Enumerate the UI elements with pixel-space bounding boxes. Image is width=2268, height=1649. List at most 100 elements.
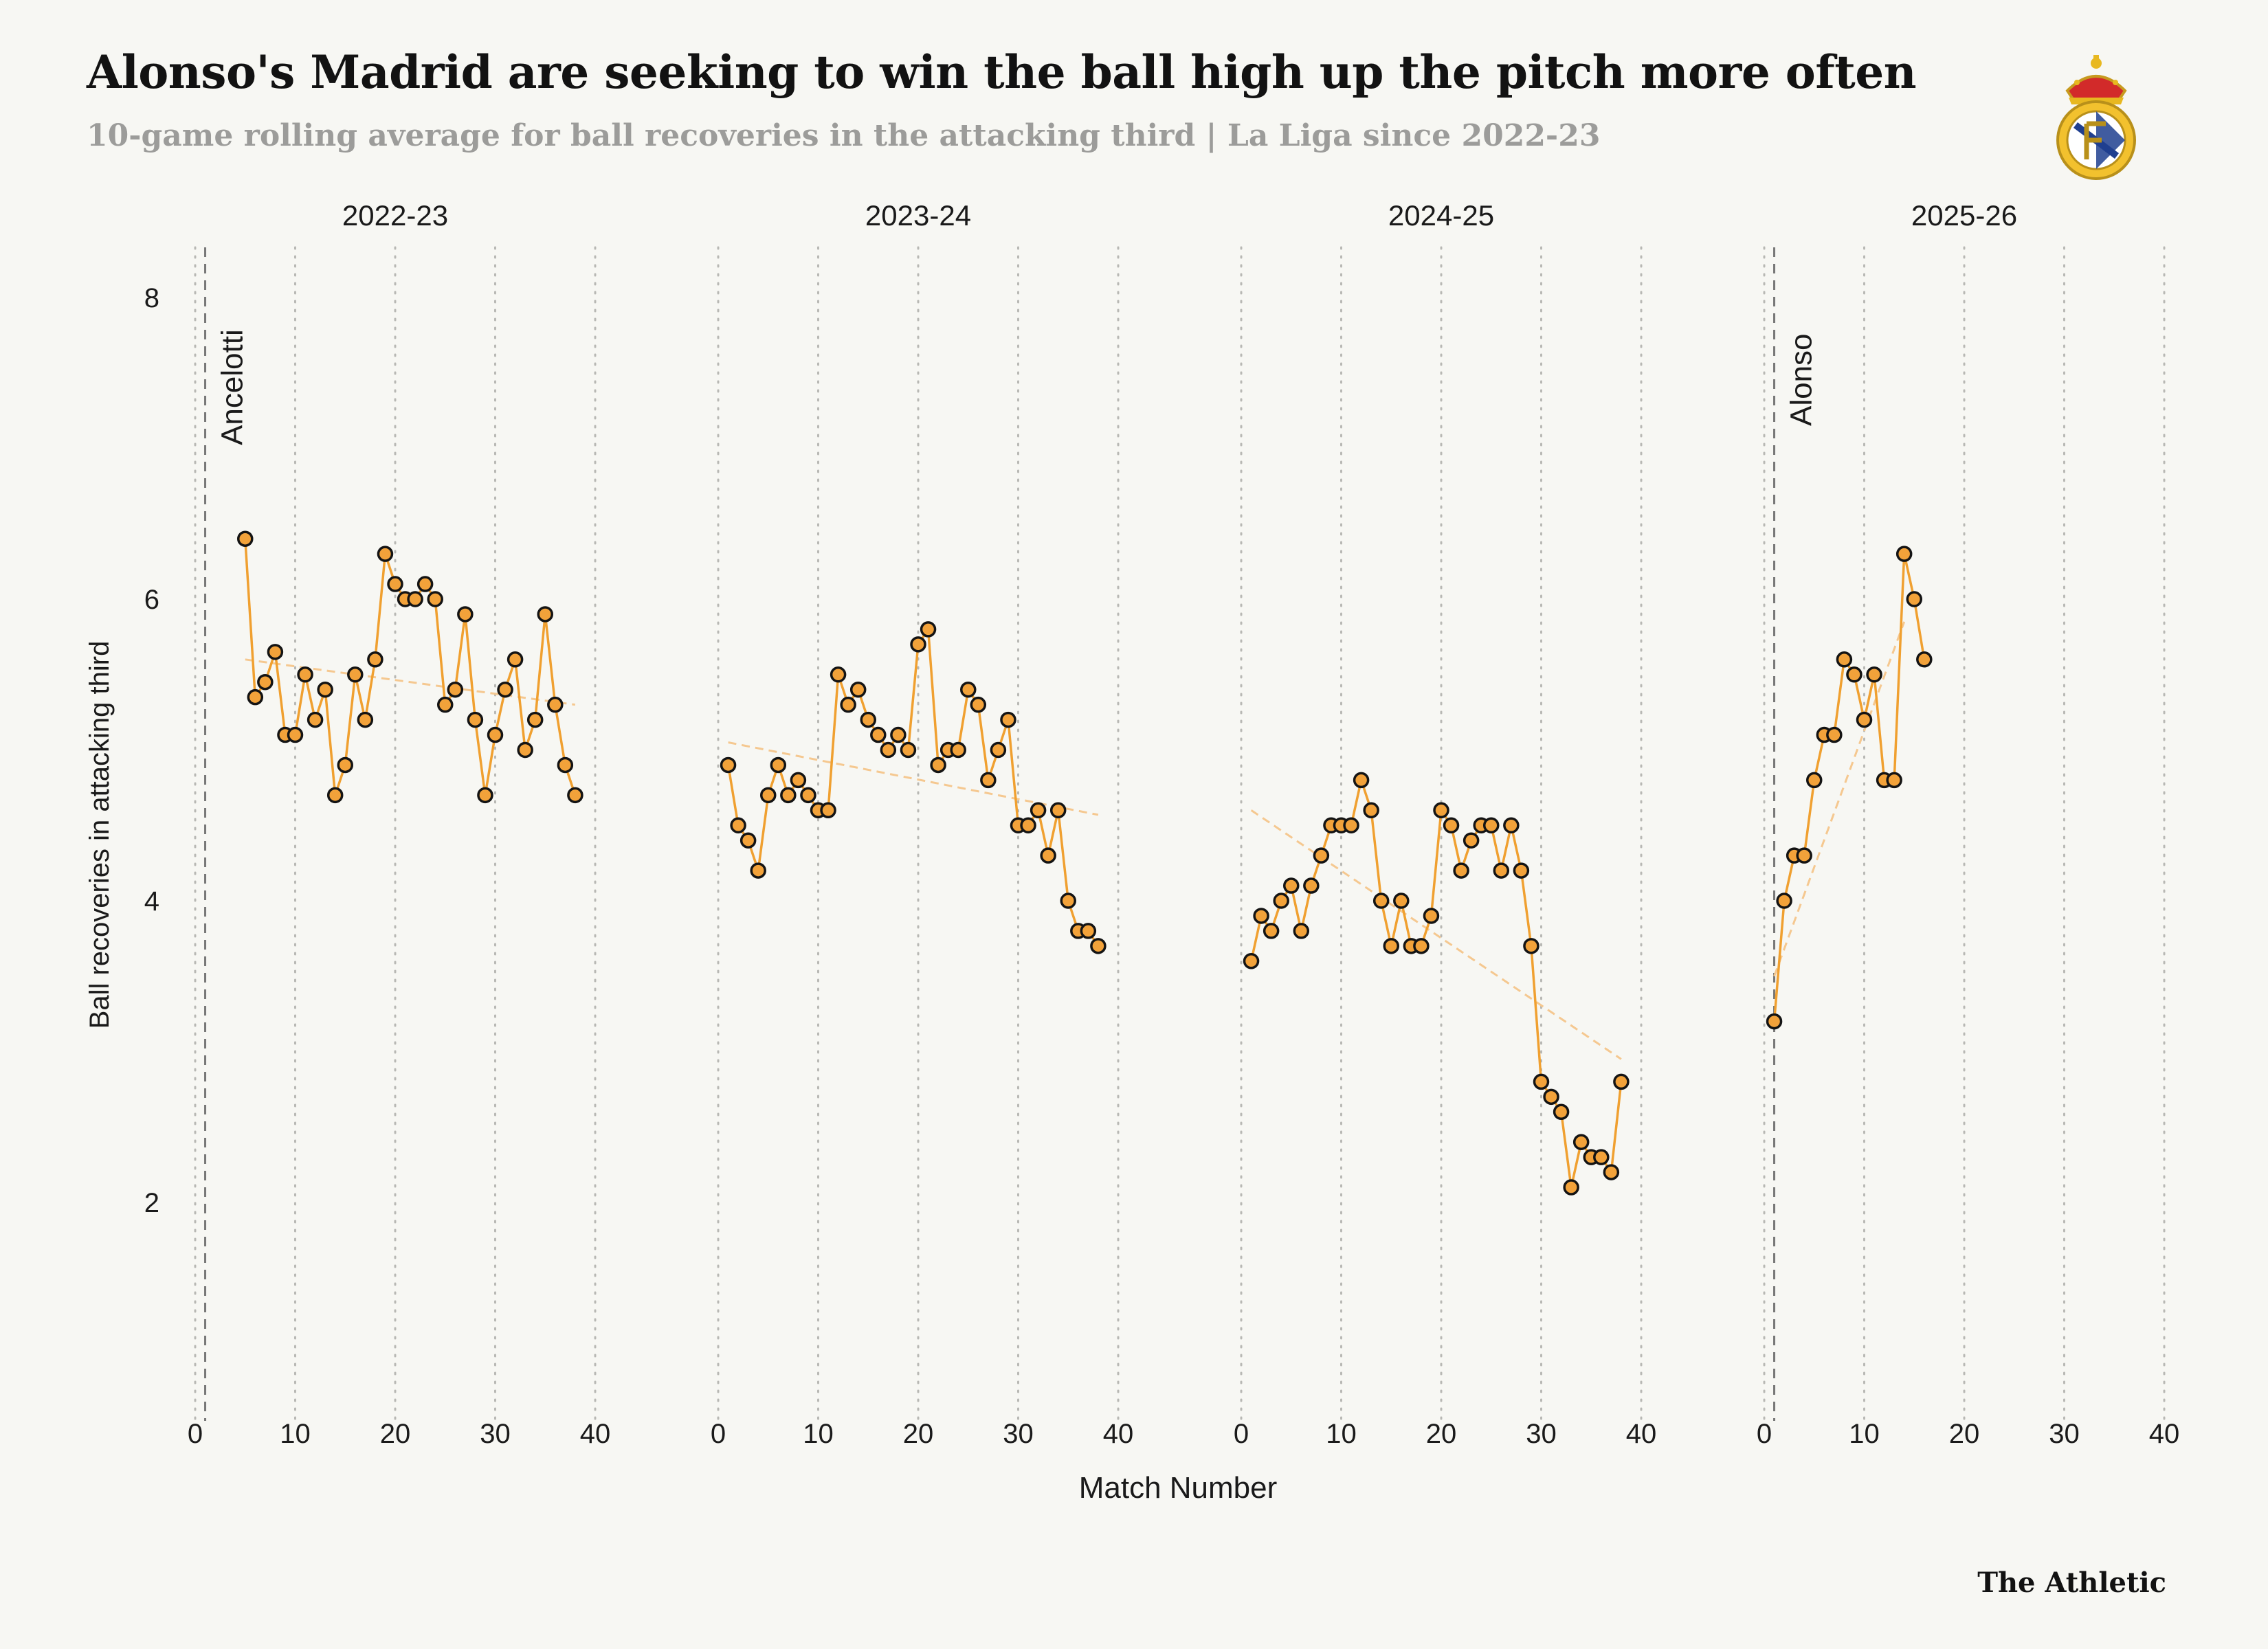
data-point	[537, 606, 553, 622]
x-tick-label: 20	[380, 1419, 411, 1449]
trend-line-2024-25	[1250, 809, 1622, 1060]
data-point	[800, 787, 816, 804]
data-point	[1593, 1149, 1610, 1165]
data-point	[780, 787, 797, 804]
x-tick-label: 30	[1526, 1419, 1557, 1449]
data-point	[1806, 772, 1823, 789]
data-point	[840, 696, 856, 713]
data-point	[1080, 923, 1097, 939]
data-point	[1443, 817, 1460, 833]
real-madrid-crest-icon	[2056, 55, 2136, 180]
data-point	[1363, 802, 1379, 819]
data-point	[1030, 802, 1047, 819]
data-point	[1393, 893, 1410, 909]
season-label-2022-23: 2022-23	[342, 199, 448, 232]
season-label-2025-26: 2025-26	[1911, 199, 2017, 232]
data-point	[1493, 862, 1510, 879]
data-point	[1273, 893, 1289, 909]
data-point	[357, 711, 374, 728]
data-point	[1353, 772, 1370, 789]
x-axis-label: Match Number	[1079, 1471, 1278, 1505]
data-point	[880, 741, 897, 759]
data-point	[950, 741, 966, 759]
data-point	[1263, 923, 1280, 939]
data-point	[1766, 1013, 1783, 1030]
data-point	[790, 772, 807, 789]
x-tick-label: 30	[1003, 1419, 1034, 1449]
data-point	[860, 711, 876, 728]
season-label-2023-24: 2023-24	[865, 199, 971, 232]
data-point	[347, 666, 364, 683]
data-point	[447, 681, 464, 698]
data-point	[1866, 666, 1882, 683]
data-point	[407, 591, 423, 607]
data-point	[910, 636, 926, 653]
brand-logo-text: The Athletic	[1977, 1567, 2166, 1599]
x-tick-label: 30	[2049, 1419, 2080, 1449]
data-point	[1343, 817, 1359, 833]
data-point	[377, 546, 394, 562]
data-point	[1383, 938, 1399, 954]
data-point	[849, 681, 867, 698]
data-point	[1613, 1073, 1630, 1090]
x-tick-label: 0	[1757, 1419, 1772, 1449]
data-point	[247, 688, 264, 706]
data-point	[297, 666, 313, 683]
data-point	[1603, 1164, 1620, 1180]
data-point	[1513, 862, 1530, 879]
trend-line-2023-24	[728, 741, 1099, 816]
data-point	[1826, 726, 1843, 743]
y-tick-label: 2	[144, 1188, 159, 1218]
manager-label-alonso: Alonso	[1785, 333, 1819, 426]
data-point	[517, 741, 533, 759]
data-point	[930, 756, 946, 774]
manager-label-ancelotti: Ancelotti	[216, 329, 249, 445]
data-point	[1000, 711, 1016, 728]
x-tick-label: 20	[903, 1419, 934, 1449]
data-point	[1423, 908, 1440, 924]
data-point	[467, 711, 484, 728]
data-point	[457, 606, 474, 622]
series-line-2024-25	[1249, 778, 1623, 1189]
data-point	[870, 726, 887, 743]
x-tick-label: 40	[1103, 1419, 1134, 1449]
data-point	[497, 681, 513, 698]
trend-line-2025-26	[1773, 621, 1906, 977]
data-point	[1916, 651, 1933, 668]
data-point	[437, 696, 454, 713]
data-point	[267, 644, 284, 660]
data-point	[920, 621, 937, 638]
data-point	[1372, 893, 1390, 909]
data-point	[326, 787, 344, 804]
data-point	[1776, 893, 1792, 909]
data-point	[730, 817, 746, 833]
data-point	[477, 787, 493, 804]
season-label-2024-25: 2024-25	[1388, 199, 1494, 232]
data-point	[1796, 847, 1812, 864]
data-point	[830, 666, 847, 683]
data-point	[507, 651, 524, 668]
data-point	[890, 726, 907, 743]
data-point	[557, 756, 574, 774]
data-point	[1572, 1134, 1590, 1150]
data-point	[990, 741, 1007, 759]
x-tick-label: 20	[1949, 1419, 1980, 1449]
data-point	[1463, 832, 1480, 849]
data-point	[1253, 908, 1269, 924]
data-point	[237, 530, 254, 547]
y-tick-label: 4	[144, 886, 159, 917]
data-point	[750, 862, 766, 879]
data-point	[416, 576, 434, 592]
data-point	[1040, 847, 1056, 864]
data-point	[1563, 1179, 1579, 1196]
x-tick-label: 20	[1426, 1419, 1457, 1449]
data-point	[1303, 877, 1320, 894]
x-tick-label: 30	[480, 1419, 511, 1449]
data-point	[1433, 802, 1449, 819]
data-point	[760, 787, 777, 804]
data-point	[287, 726, 304, 743]
y-tick-label: 6	[144, 585, 159, 615]
data-point	[1483, 817, 1500, 833]
data-point	[567, 787, 583, 804]
